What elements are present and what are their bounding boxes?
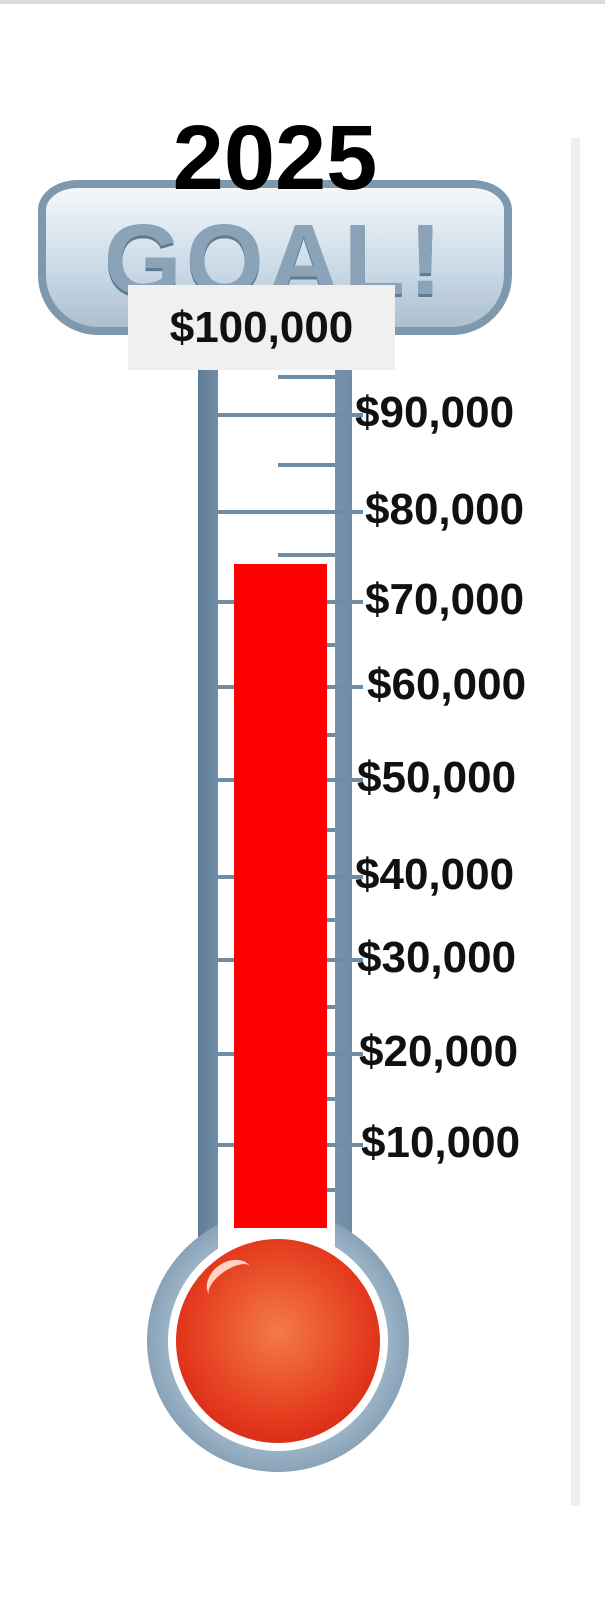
scale-label: $40,000 [355,850,515,899]
scale-label: $50,000 [357,753,517,802]
scrollbar-track[interactable] [571,138,580,1506]
scale-label: $20,000 [359,1027,519,1076]
progress-fill [234,564,327,1228]
minor-tick [278,463,335,467]
thermometer-bulb-fill [176,1239,380,1443]
scale-label: $10,000 [361,1118,521,1167]
scale-label: $80,000 [365,485,525,534]
year-title: 2025 [172,107,378,209]
goal-amount: $100,000 [128,285,395,370]
scale-label: $30,000 [357,933,517,982]
minor-tick [278,553,335,557]
scale-label: $60,000 [367,660,527,709]
scale-label: $70,000 [365,575,525,624]
major-tick [218,510,363,514]
scale-label: $90,000 [355,388,515,437]
major-tick [218,413,363,417]
top-border [0,0,605,4]
minor-tick [278,375,335,379]
